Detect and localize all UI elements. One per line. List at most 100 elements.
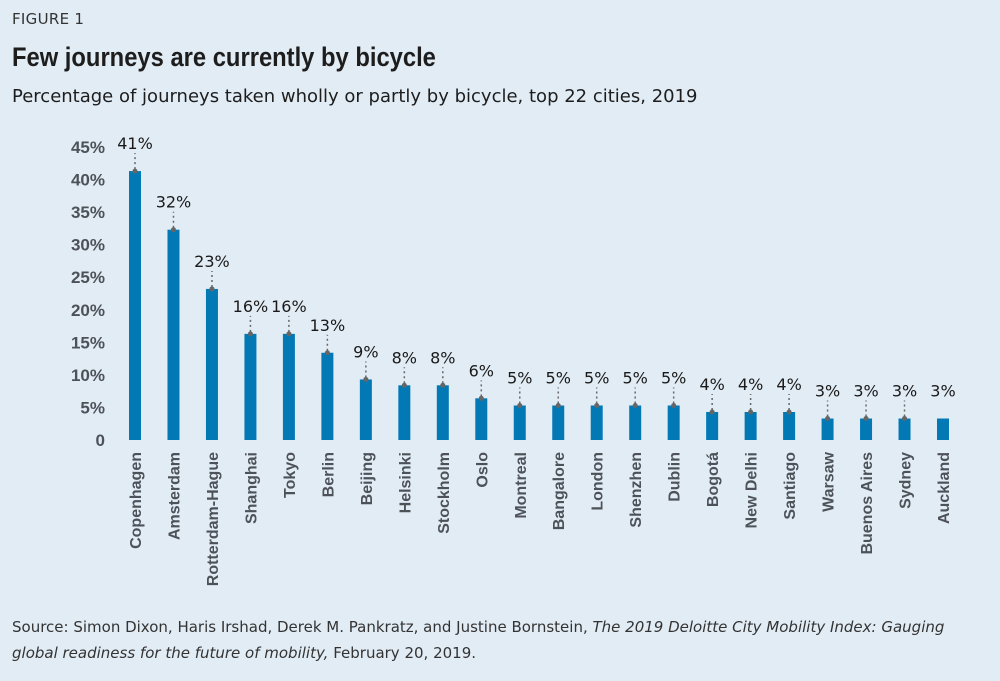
bar [590, 405, 603, 440]
x-tick-label: Amsterdam [166, 452, 183, 540]
y-tick-label: 5% [80, 398, 105, 417]
bar [821, 418, 834, 440]
x-tick-label: Buenos Aires [859, 452, 876, 555]
y-tick-label: 10% [71, 366, 105, 385]
bar-top-marker [324, 350, 330, 356]
x-tick-label: Oslo [474, 452, 491, 488]
y-tick-label: 20% [71, 301, 105, 320]
data-label: 13% [310, 316, 346, 335]
x-tick-label: Beijing [359, 452, 376, 505]
x-tick-label: Auckland [936, 452, 953, 524]
bar-top-marker [786, 409, 792, 415]
data-label: 5% [546, 368, 571, 387]
data-label: 3% [853, 382, 878, 401]
bar [706, 412, 719, 440]
bar [860, 418, 873, 440]
x-tick-label: Copenhagen [128, 452, 145, 549]
data-label: 41% [117, 134, 153, 153]
bar-top-marker [594, 402, 600, 408]
bar [205, 288, 218, 440]
bar [744, 412, 757, 440]
bar-top-marker [363, 376, 369, 382]
data-label: 3% [930, 382, 955, 401]
x-tick-label: New Delhi [744, 452, 761, 528]
data-label: 23% [194, 252, 230, 271]
x-tick-label: Shenzhen [628, 452, 645, 528]
bar-top-marker [170, 227, 176, 233]
bar-top-marker [863, 416, 869, 422]
data-label: 16% [233, 297, 269, 316]
bar-top-marker [209, 286, 215, 292]
data-label: 5% [584, 368, 609, 387]
bar-top-marker [478, 395, 484, 401]
x-tick-label: Helsinki [397, 452, 414, 513]
data-label: 3% [815, 382, 840, 401]
bar [629, 405, 642, 440]
y-tick-label: 35% [71, 203, 105, 222]
bar [475, 398, 488, 440]
bar-top-marker [748, 409, 754, 415]
bar-top-marker [401, 382, 407, 388]
bar-top-marker [671, 402, 677, 408]
bar-top-marker [902, 416, 908, 422]
y-tick-label: 45% [71, 138, 105, 157]
data-label: 5% [622, 368, 647, 387]
data-label: 5% [507, 368, 532, 387]
x-tick-label: Santiago [782, 452, 799, 520]
source-title: The 2019 Deloitte City Mobility Index: G… [12, 618, 945, 662]
source-prefix: Source: Simon Dixon, Haris Irshad, Derek… [12, 618, 593, 636]
bar [282, 333, 295, 440]
bar-chart: 0 5% 10% 15% 20% 25% 30% 35% 40% 45% 41% Copenhagen… [71, 134, 956, 586]
bar [937, 418, 949, 440]
y-tick-label: 30% [71, 236, 105, 255]
bar-top-marker [825, 416, 831, 422]
x-tick-label: London [590, 452, 607, 511]
x-tick-label: Berlin [320, 452, 337, 497]
x-tick-label: Stockholm [436, 452, 453, 534]
x-tick-label: Bangalore [551, 452, 568, 530]
data-label: 9% [353, 342, 378, 361]
bar-top-marker [440, 382, 446, 388]
bar [167, 229, 180, 440]
y-tick-label: 40% [71, 171, 105, 190]
bar [321, 352, 334, 440]
data-label: 4% [699, 375, 724, 394]
figure-label: FIGURE 1 [12, 10, 85, 28]
data-label: 4% [776, 375, 801, 394]
bar [513, 405, 526, 440]
bar [244, 333, 257, 440]
data-label: 4% [738, 375, 763, 394]
bar-top-marker [286, 331, 292, 337]
data-label: 3% [892, 382, 917, 401]
x-tick-label: Dublin [667, 452, 684, 502]
source-note: Source: Simon Dixon, Haris Irshad, Derek… [12, 614, 992, 666]
y-tick-label: 0 [96, 431, 105, 450]
y-tick-label: 15% [71, 333, 105, 352]
chart-subtitle: Percentage of journeys taken wholly or p… [12, 86, 698, 107]
x-tick-label: Tokyo [282, 452, 299, 498]
bar-top-marker [632, 402, 638, 408]
source-suffix: February 20, 2019. [328, 644, 477, 662]
bar-top-marker [247, 331, 253, 337]
bar [436, 385, 449, 440]
bar [552, 405, 565, 440]
bar [129, 171, 141, 440]
bar-top-marker [517, 402, 523, 408]
bar-top-marker [709, 409, 715, 415]
x-tick-label: Rotterdam-Hague [205, 452, 222, 586]
x-tick-label: Montreal [513, 452, 530, 519]
x-tick-label: Sydney [898, 452, 915, 509]
bar [898, 418, 911, 440]
data-label: 8% [430, 348, 455, 367]
data-label: 16% [271, 297, 307, 316]
bar [359, 379, 372, 440]
bar-top-marker [555, 402, 561, 408]
data-label: 8% [392, 348, 417, 367]
bar-top-marker [132, 168, 138, 174]
chart-title: Few journeys are currently by bicycle [12, 42, 436, 72]
data-label: 6% [469, 361, 494, 380]
bar [398, 385, 411, 440]
data-label: 5% [661, 368, 686, 387]
data-label: 32% [156, 193, 192, 212]
y-tick-label: 25% [71, 268, 105, 287]
